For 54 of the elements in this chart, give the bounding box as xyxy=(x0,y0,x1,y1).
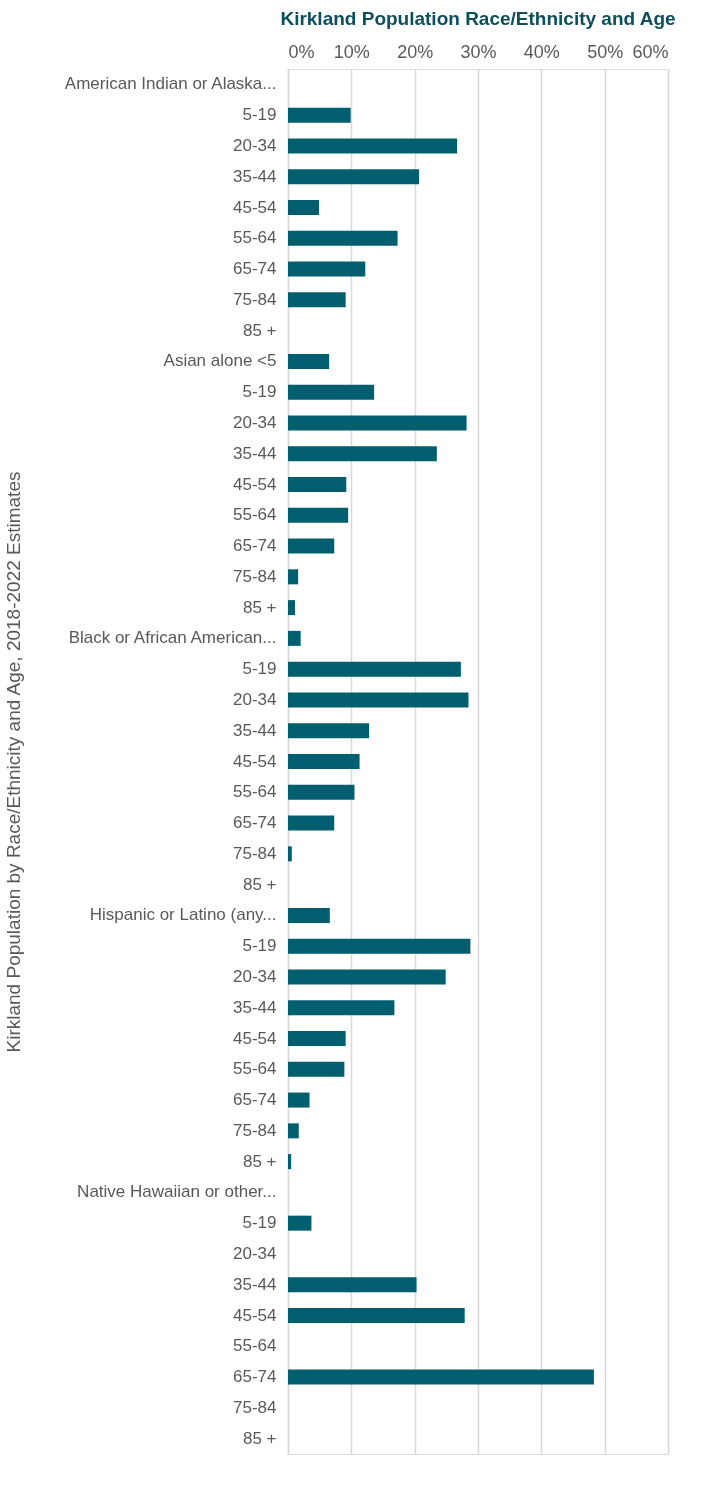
y-tick-label: 45-54 xyxy=(233,1305,277,1325)
x-tick-label: 40% xyxy=(523,41,560,62)
y-tick-label: 20-34 xyxy=(233,135,277,155)
chart-title: Kirkland Population Race/Ethnicity and Age xyxy=(280,8,676,29)
y-tick-label: 65-74 xyxy=(233,1367,277,1387)
y-tick-label: 45-54 xyxy=(233,751,277,771)
y-tick-label: 35-44 xyxy=(233,720,277,740)
x-tick-label: 60% xyxy=(632,41,669,62)
y-tick-label: 45-54 xyxy=(233,474,277,494)
y-tick-label: 55-64 xyxy=(233,505,277,525)
y-tick-label: 5-19 xyxy=(242,1213,277,1233)
x-tick-label: 50% xyxy=(587,41,624,62)
y-tick-label: Hispanic or Latino (any... xyxy=(89,905,277,925)
y-tick-label: 20-34 xyxy=(233,412,277,432)
y-tick-label: 45-54 xyxy=(233,1028,277,1048)
y-tick-label: 75-84 xyxy=(233,1397,277,1417)
y-tick-label: 5-19 xyxy=(242,105,277,125)
y-tick-label: 65-74 xyxy=(233,259,277,279)
y-tick-label: 65-74 xyxy=(233,813,277,833)
x-tick-label: 0% xyxy=(288,41,315,62)
y-tick-label: American Indian or Alaska... xyxy=(64,74,277,94)
y-tick-label: 20-34 xyxy=(233,966,277,986)
y-tick-label: 85 + xyxy=(242,597,277,617)
y-tick-label: 35-44 xyxy=(233,1274,277,1294)
x-tick-label: 30% xyxy=(460,41,497,62)
y-tick-label: Asian alone <5 xyxy=(163,351,277,371)
y-tick-label: 35-44 xyxy=(233,166,277,186)
x-tick-label: 10% xyxy=(333,41,370,62)
y-axis-title: Kirkland Population by Race/Ethnicity and Age, 2018-2022 Estimates xyxy=(2,471,24,1053)
y-tick-label: 5-19 xyxy=(242,936,277,956)
y-tick-label: Native Hawaiian or other... xyxy=(77,1182,277,1202)
y-tick-label: 35-44 xyxy=(233,997,277,1017)
y-tick-label: 85 + xyxy=(242,1428,277,1448)
y-tick-label: 5-19 xyxy=(242,382,277,402)
y-tick-label: 55-64 xyxy=(233,1336,277,1356)
y-tick-label: 55-64 xyxy=(233,782,277,802)
y-tick-label: 85 + xyxy=(242,1151,277,1171)
y-tick-label: 75-84 xyxy=(233,843,277,863)
y-tick-label: 20-34 xyxy=(233,1243,277,1263)
y-tick-label: 65-74 xyxy=(233,1090,277,1110)
y-tick-label: 75-84 xyxy=(233,1120,277,1140)
y-tick-label: 85 + xyxy=(242,874,277,894)
y-tick-label: 45-54 xyxy=(233,197,277,217)
y-tick-label: Black or African American... xyxy=(68,628,277,648)
y-tick-label: 75-84 xyxy=(233,566,277,586)
y-tick-label: 75-84 xyxy=(233,289,277,309)
y-tick-label: 85 + xyxy=(242,320,277,340)
x-tick-label: 20% xyxy=(397,41,434,62)
y-tick-label: 35-44 xyxy=(233,443,277,463)
y-tick-label: 55-64 xyxy=(233,1059,277,1079)
y-tick-label: 55-64 xyxy=(233,228,277,248)
y-tick-label: 5-19 xyxy=(242,659,277,679)
y-tick-label: 65-74 xyxy=(233,536,277,556)
y-tick-label: 20-34 xyxy=(233,689,277,709)
